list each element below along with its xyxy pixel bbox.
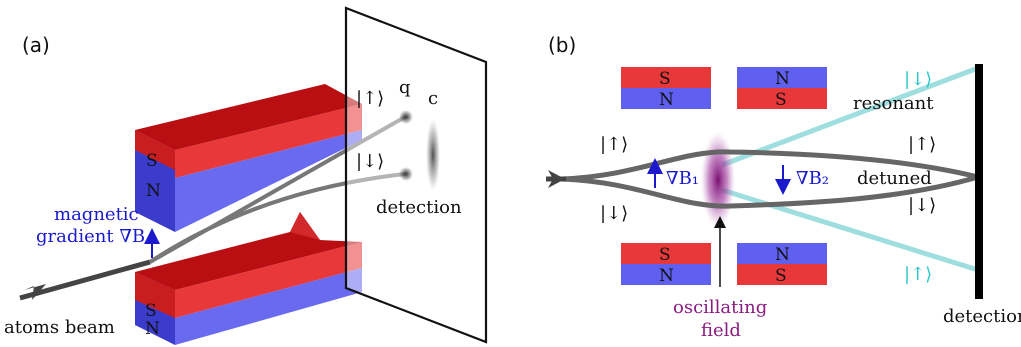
state-up-cyan: |↑⟩ <box>904 264 932 285</box>
state-up-b-right: |↑⟩ <box>908 134 936 155</box>
resonant-path-up <box>721 65 979 168</box>
grad-label-2: ∇B₂ <box>796 168 829 189</box>
magnet-top-right: N S <box>737 67 827 110</box>
gradient-label-1: magnetic <box>54 204 139 225</box>
state-down-cyan: |↓⟩ <box>904 69 932 90</box>
detection-label-a: detection <box>376 197 462 218</box>
magnet-bottom-left-bottom: N <box>659 266 674 286</box>
detection-label-b: detection <box>943 306 1021 327</box>
state-down-a: |↓⟩ <box>356 151 384 172</box>
resonant-label: resonant <box>853 93 934 114</box>
detuned-label: detuned <box>857 168 932 189</box>
atom-beam <box>19 259 151 301</box>
magnet-bottom-left-top: S <box>659 245 671 265</box>
detection-screen-a <box>344 6 488 344</box>
magnet-top-right-top: N <box>775 69 790 89</box>
magnet-top-right-bottom: S <box>775 90 787 110</box>
beam-arrowhead-b <box>548 170 565 188</box>
bottom-magnet-s: S <box>145 301 157 321</box>
path-down-a <box>148 172 406 264</box>
beam-arrowhead <box>24 284 46 300</box>
detection-plate-b <box>975 64 983 299</box>
spot-q-down <box>399 167 413 181</box>
spot-classical <box>426 119 440 191</box>
top-magnet-n: N <box>146 181 161 201</box>
state-down-b-right: |↓⟩ <box>908 195 936 216</box>
osc-label-2: field <box>701 320 741 341</box>
magnet-bottom-right-bottom: S <box>775 266 787 286</box>
spot-q-up <box>399 110 413 124</box>
panel-a-label: (a) <box>22 33 50 57</box>
label-c: c <box>428 88 438 109</box>
magnet-bottom-left: S N <box>621 243 711 286</box>
panel-a: (a) S N S N <box>4 6 488 345</box>
magnet-top-left-top: S <box>659 69 671 89</box>
state-down-b-left: |↓⟩ <box>600 203 628 224</box>
top-magnet-s: S <box>146 151 158 171</box>
grad-label-1: ∇B₁ <box>666 168 699 189</box>
bottom-magnet-a: S N <box>135 212 362 345</box>
detuned-path-lower <box>561 174 979 209</box>
top-magnet-a: S N <box>135 84 362 232</box>
gradient-label-2: gradient ∇B <box>36 226 145 247</box>
state-up-a: |↑⟩ <box>356 88 384 109</box>
oscillating-field <box>701 132 735 228</box>
bottom-magnet-n: N <box>145 319 160 339</box>
detuned-path-upper <box>561 149 979 182</box>
panel-b: (b) S N N S S N N S <box>546 33 1021 341</box>
state-up-b-left: |↑⟩ <box>600 134 628 155</box>
magnet-bottom-right-top: N <box>775 245 790 265</box>
magnet-top-left-bottom: N <box>659 90 674 110</box>
label-q: q <box>399 77 411 98</box>
magnet-bottom-right: N S <box>737 243 827 286</box>
magnet-top-left: S N <box>621 67 711 110</box>
osc-label-1: oscillating <box>673 297 767 318</box>
beam-label: atoms beam <box>4 317 115 338</box>
panel-b-label: (b) <box>548 33 576 57</box>
